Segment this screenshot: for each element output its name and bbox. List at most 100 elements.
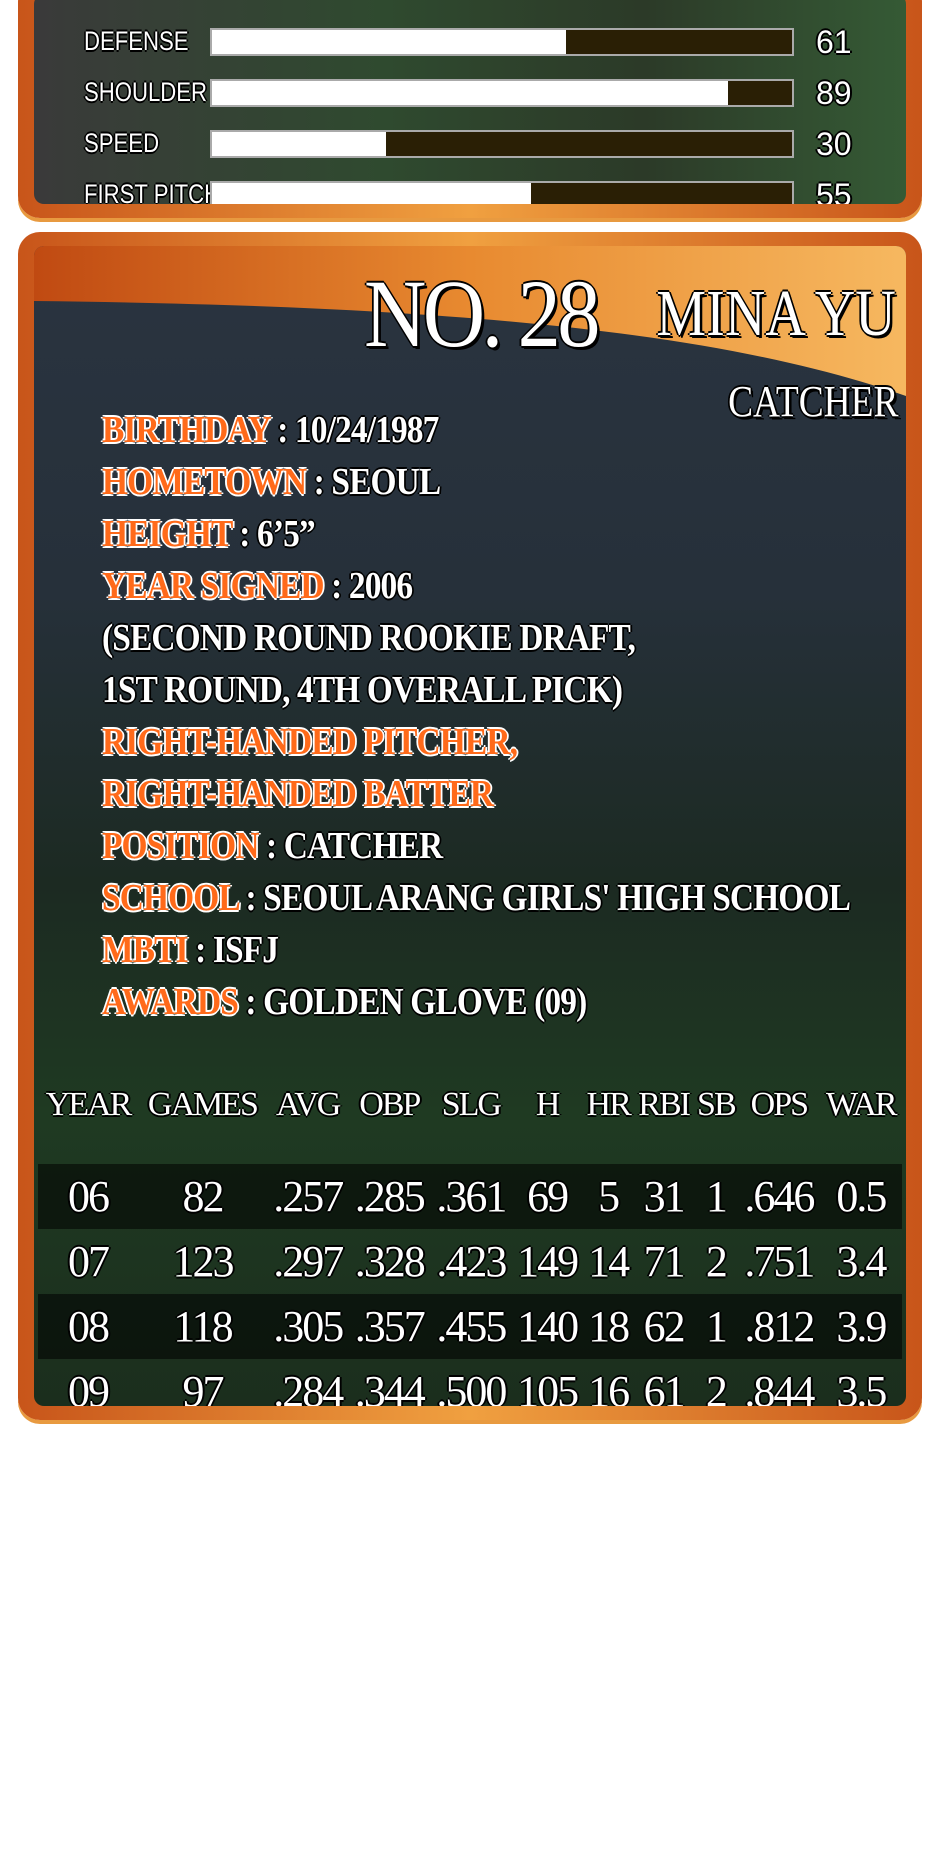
info-line: RIGHT-HANDED BATTER	[102, 772, 850, 824]
table-cell: 97	[182, 1367, 224, 1406]
column-header: OPS	[750, 1086, 809, 1123]
column-header: RBI	[638, 1086, 691, 1123]
info-value: : SEOUL	[306, 461, 442, 503]
rating-value: 61	[816, 24, 852, 60]
table-cell: 18	[582, 1294, 634, 1359]
rating-defense: DEFENSE 61	[34, 22, 906, 62]
table-cell: 105	[517, 1367, 579, 1406]
header-banner	[34, 246, 906, 396]
info-value: : 2006	[323, 565, 413, 607]
info-key: BIRTHDAY	[102, 409, 271, 451]
table-cell: .500	[436, 1367, 507, 1406]
stats-header-row: YEAR GAMES AVG OBP SLG H HR RBI SB OPS WAR	[38, 1086, 902, 1164]
table-cell: .257	[266, 1164, 349, 1229]
table-row: 07 123 .297.328.423 149 14 71 2 .751 3.4	[38, 1229, 902, 1294]
table-cell: .646	[738, 1164, 820, 1229]
info-value: : ISFJ	[187, 929, 279, 971]
player-position: CATCHER	[727, 377, 898, 426]
player-profile-card: NO. 28 MINA YU CATCHER BIRTHDAY : 10/24/…	[18, 232, 922, 1420]
rating-bar-fill	[212, 81, 729, 105]
rating-bar	[210, 28, 794, 56]
table-cell: 06	[38, 1164, 138, 1229]
rating-label: FIRST PITCH	[84, 179, 221, 204]
info-value: 1ST ROUND, 4TH OVERALL PICK)	[102, 669, 623, 711]
table-cell: 07	[67, 1237, 110, 1286]
info-key: HOMETOWN	[102, 461, 307, 503]
info-value: : SEOUL ARANG GIRLS' HIGH SCHOOL	[237, 877, 850, 919]
info-key: POSITION	[102, 825, 259, 867]
info-line: (SECOND ROUND ROOKIE DRAFT,	[102, 616, 850, 668]
table-cell: 16	[588, 1367, 630, 1406]
rating-speed: SPEED 30	[34, 124, 906, 164]
info-value: (SECOND ROUND ROOKIE DRAFT,	[102, 617, 636, 659]
rating-value: 30	[816, 126, 852, 162]
table-cell: .751	[744, 1237, 815, 1286]
info-line: YEAR SIGNED : 2006	[102, 564, 850, 616]
rating-bar	[210, 130, 794, 158]
info-key: RIGHT-HANDED BATTER	[102, 773, 494, 815]
table-cell: .361	[430, 1164, 512, 1229]
info-line: AWARDS : GOLDEN GLOVE (09)	[102, 980, 850, 1032]
table-cell: .305	[266, 1294, 349, 1359]
column-header: SLG	[441, 1086, 502, 1123]
info-line: SCHOOL : SEOUL ARANG GIRLS' HIGH SCHOOL	[102, 876, 851, 928]
table-cell: .455	[430, 1294, 512, 1359]
table-cell: .328	[354, 1237, 426, 1286]
table-cell: 123	[172, 1237, 234, 1286]
column-header: GAMES	[147, 1086, 259, 1123]
table-cell: 08	[38, 1294, 138, 1359]
info-value: : GOLDEN GLOVE (09)	[237, 981, 587, 1023]
table-cell: .285	[348, 1164, 431, 1229]
table-cell: 5	[582, 1164, 634, 1229]
table-cell: 61	[643, 1367, 686, 1406]
table-cell: .284	[273, 1367, 344, 1406]
ratings-card: DEFENSE 61 SHOULDER 89 SPEED 30 FIRST PITCH…	[18, 0, 922, 218]
table-cell: 09	[67, 1367, 110, 1406]
table-cell: 3.9	[819, 1294, 902, 1359]
column-header: H	[535, 1086, 561, 1123]
table-cell: 82	[137, 1164, 267, 1229]
rating-bar-fill	[212, 30, 566, 54]
table-cell: 2	[705, 1237, 728, 1286]
table-cell: 3.4	[836, 1237, 887, 1286]
rating-bar	[210, 181, 794, 204]
info-key: SCHOOL	[102, 877, 239, 919]
table-cell: 3.5	[836, 1367, 887, 1406]
info-key: MBTI	[102, 929, 189, 971]
info-line: HOMETOWN : SEOUL	[102, 460, 850, 512]
rating-value: 55	[816, 177, 852, 204]
table-row: 09 97 .284 .344 .500 105 16 61 2 .844 3.5	[38, 1359, 902, 1406]
table-cell: 69	[511, 1164, 583, 1229]
player-info-list: BIRTHDAY : 10/24/1987 HOMETOWN : SEOUL HEI…	[102, 408, 906, 1032]
info-value: : CATCHER	[258, 825, 443, 867]
player-number: NO. 28	[364, 260, 600, 367]
rating-value: 89	[816, 75, 852, 111]
info-key: AWARDS	[102, 981, 239, 1023]
table-row: 08 118.305.357.455 140 18 62 1.812 3.9	[38, 1294, 902, 1359]
info-line: HEIGHT : 6’5”	[102, 512, 850, 564]
table-cell: 31	[633, 1164, 694, 1229]
table-cell: 2	[705, 1367, 728, 1406]
table-cell: 1	[693, 1164, 739, 1229]
info-line: 1ST ROUND, 4TH OVERALL PICK)	[102, 668, 850, 720]
table-cell: 149	[517, 1237, 579, 1286]
info-value: : 6’5”	[231, 513, 315, 555]
info-line: POSITION : CATCHER	[102, 824, 850, 876]
rating-label: DEFENSE	[84, 26, 189, 56]
table-row: 06 82.257.285.361 69 5 31 1.646 0.5	[38, 1164, 902, 1229]
table-cell: 140	[511, 1294, 583, 1359]
rating-label: SPEED	[84, 128, 160, 158]
info-key: RIGHT-HANDED PITCHER,	[102, 721, 518, 763]
info-value: : 10/24/1987	[269, 409, 439, 451]
rating-bar-fill	[212, 183, 531, 204]
table-cell: 0.5	[819, 1164, 902, 1229]
table-cell: 71	[643, 1237, 686, 1286]
table-cell: 14	[588, 1237, 630, 1286]
table-cell: 1	[693, 1294, 739, 1359]
rating-bar-fill	[212, 132, 386, 156]
rating-bar	[210, 79, 794, 107]
column-header: SB	[697, 1086, 737, 1123]
table-cell: .357	[348, 1294, 431, 1359]
rating-label: SHOULDER	[84, 77, 208, 107]
table-cell: .812	[738, 1294, 820, 1359]
